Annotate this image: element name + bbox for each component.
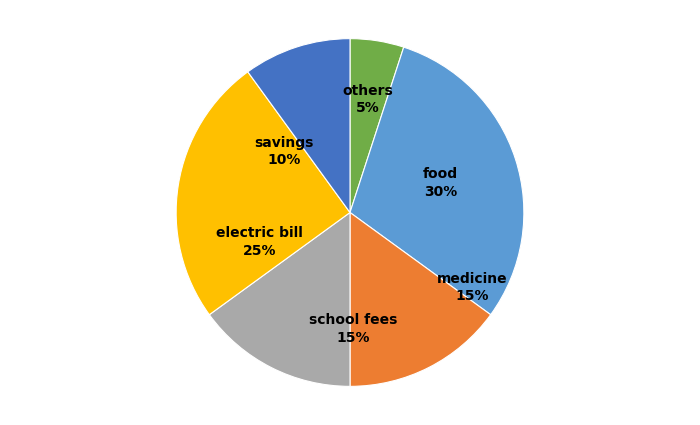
Text: electric bill: electric bill <box>216 227 303 241</box>
Text: food: food <box>423 167 458 181</box>
Text: 15%: 15% <box>455 289 489 303</box>
Text: others: others <box>342 84 393 98</box>
Text: school fees: school fees <box>309 313 398 327</box>
Text: medicine: medicine <box>436 272 507 286</box>
Text: 5%: 5% <box>356 101 379 115</box>
Text: savings: savings <box>254 136 314 150</box>
Wedge shape <box>350 47 524 314</box>
Wedge shape <box>176 72 350 314</box>
Wedge shape <box>350 212 491 386</box>
Text: 10%: 10% <box>267 153 300 167</box>
Wedge shape <box>248 39 350 212</box>
Text: 15%: 15% <box>337 331 370 345</box>
Wedge shape <box>209 212 350 386</box>
Wedge shape <box>350 39 404 212</box>
Text: 30%: 30% <box>424 184 457 198</box>
Text: 25%: 25% <box>243 244 276 258</box>
